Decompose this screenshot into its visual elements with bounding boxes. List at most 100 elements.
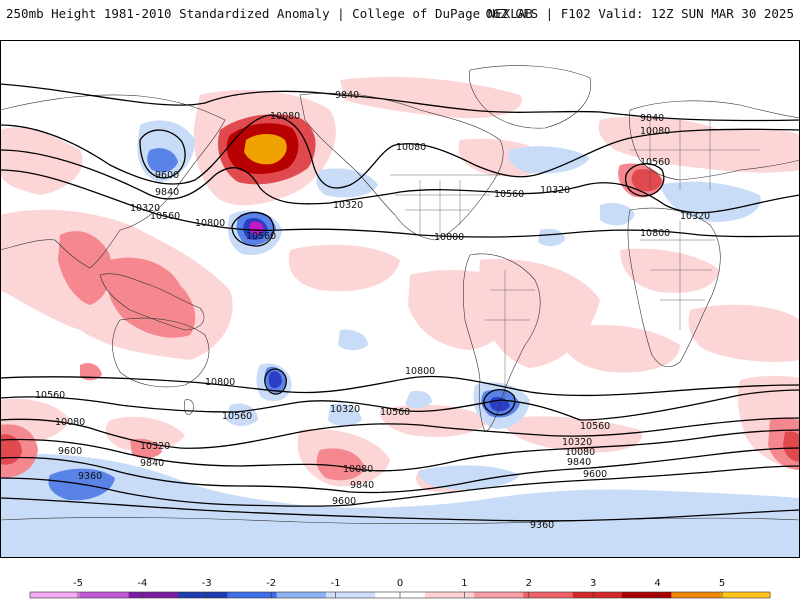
contour-line <box>0 447 800 494</box>
anomaly-area <box>688 304 800 362</box>
colorbar-tick-label: 5 <box>719 578 725 589</box>
anomaly-area <box>80 363 102 381</box>
contour-label: 10560 <box>150 211 180 222</box>
anomaly-map: 9840 10080 10080 9840 9600 9840 10320 10… <box>0 40 800 558</box>
colorbar-tick-label: 1 <box>461 578 467 589</box>
colorbar-swatch <box>276 592 327 598</box>
colorbar-swatch <box>30 592 80 598</box>
contour-label: 10320 <box>562 437 592 448</box>
contour-label: 10080 <box>343 464 373 475</box>
colorbar-tick-label: 2 <box>526 578 532 589</box>
contour-label: 9600 <box>583 469 607 480</box>
height-contours <box>0 83 800 522</box>
contour-line <box>0 429 800 472</box>
contour-line <box>264 368 287 395</box>
anomaly-area <box>105 416 185 452</box>
contour-label: 10320 <box>130 203 160 214</box>
colorbar-swatch <box>128 592 179 598</box>
contour-label: 9840 <box>335 90 359 101</box>
contour-label: 10800 <box>405 366 435 377</box>
contour-line <box>0 417 800 449</box>
contour-label: 10080 <box>55 417 85 428</box>
anomaly-area <box>560 325 680 373</box>
contour-label: 10560 <box>494 189 524 200</box>
contour-label: 10560 <box>580 421 610 432</box>
anomaly-area <box>288 244 400 292</box>
anomaly-area <box>631 169 662 192</box>
contour-line <box>231 211 275 247</box>
contour-line <box>0 465 800 507</box>
contour-line <box>0 375 800 397</box>
anomaly-area <box>620 248 720 293</box>
colorbar-tick-label: 3 <box>590 578 596 589</box>
contour-label: 10800 <box>434 232 464 243</box>
contour-line <box>0 169 800 238</box>
political-borders <box>390 120 760 400</box>
colorbar-tick-label: -4 <box>137 578 147 589</box>
anomaly-area <box>58 231 112 305</box>
colorbar-swatch <box>572 592 623 598</box>
anomaly-area <box>598 116 800 173</box>
contour-line <box>0 114 800 189</box>
contour-label: 9840 <box>567 457 591 468</box>
anomaly-area <box>226 403 258 426</box>
anomaly-area <box>328 403 362 426</box>
contour-label: 10320 <box>140 441 170 452</box>
colorbar-swatch <box>622 592 672 598</box>
contour-label: 10560 <box>246 231 276 242</box>
colorbar-swatch <box>523 592 574 598</box>
colorbar-tick-label: -1 <box>331 578 341 589</box>
colorbar-swatch <box>326 592 376 598</box>
anomaly-area <box>538 228 565 247</box>
coastline-europe <box>629 100 800 181</box>
anomaly-area <box>316 448 365 481</box>
anomaly-area <box>244 134 287 165</box>
contour-label: 10320 <box>680 211 710 222</box>
coastline-asia <box>0 94 226 269</box>
contour-label: 9360 <box>530 520 554 531</box>
map-title: 250mb Height 1981-2010 Standardized Anom… <box>6 6 533 21</box>
contour-label: 9600 <box>155 170 179 181</box>
coastline-australia <box>112 317 210 388</box>
valid-time-label: 06Z GFS | F102 Valid: 12Z SUN MAR 30 202… <box>485 6 794 21</box>
colorbar-swatch <box>79 592 130 598</box>
colorbar-tick-label: 4 <box>654 578 660 589</box>
contour-label: 9600 <box>332 496 356 507</box>
anomaly-area <box>147 148 178 173</box>
anomaly-area <box>418 465 520 490</box>
anomaly-area <box>0 453 800 558</box>
contour-label: 10560 <box>380 407 410 418</box>
contour-line <box>139 129 186 179</box>
colorbar-tick-label: -2 <box>266 578 276 589</box>
contour-label: 9360 <box>78 471 102 482</box>
contour-label: 9840 <box>140 458 164 469</box>
contour-line <box>0 149 800 214</box>
contour-line <box>0 497 800 522</box>
contour-label: 9600 <box>58 446 82 457</box>
colorbar-swatch <box>178 592 228 598</box>
contour-label: 10560 <box>222 411 252 422</box>
colorbar: -5 -4 -3 -2 -1 0 1 2 3 4 5 <box>29 578 771 599</box>
contour-labels: 9840 10080 10080 9840 9600 9840 10320 10… <box>35 90 710 531</box>
anomaly-area <box>0 127 83 195</box>
anomaly-area <box>268 371 282 389</box>
contour-label: 10560 <box>640 157 670 168</box>
anomaly-area <box>600 203 635 226</box>
contour-label: 10800 <box>640 228 670 239</box>
coastline-north-america <box>299 92 504 241</box>
contour-label: 10800 <box>195 218 225 229</box>
contour-label: 10080 <box>396 142 426 153</box>
coastline-nz <box>184 399 194 415</box>
colorbar-tick-label: 0 <box>397 578 403 589</box>
anomaly-area <box>130 438 162 459</box>
contour-line <box>0 83 800 122</box>
contour-label: 10080 <box>270 111 300 122</box>
coastline-greenland <box>468 65 592 129</box>
colorbar-tick-label: -3 <box>202 578 212 589</box>
contour-label: 10080 <box>565 447 595 458</box>
contour-label: 9840 <box>640 113 664 124</box>
coastlines <box>0 65 800 525</box>
colorbar-tick-label: -5 <box>73 578 83 589</box>
anomaly-area <box>783 431 800 462</box>
anomaly-area <box>405 390 432 409</box>
